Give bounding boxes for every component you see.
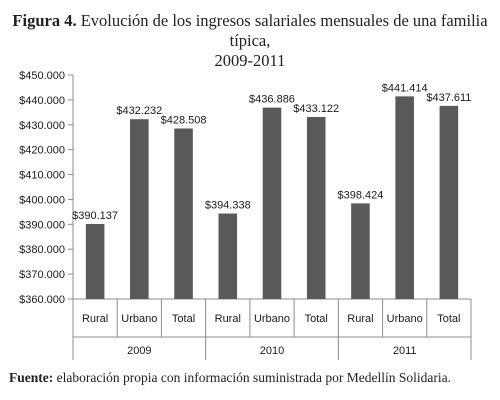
y-tick-label: $430.000 [19, 120, 65, 132]
bar [395, 96, 414, 299]
y-tick-label: $370.000 [19, 269, 65, 281]
data-label: $436.886 [249, 94, 295, 106]
category-label: Rural [215, 313, 241, 325]
y-tick-label: $440.000 [19, 95, 65, 107]
data-label: $390.137 [72, 210, 118, 222]
figure-title-line1: Evolución de los ingresos salariales men… [80, 11, 488, 50]
bar [306, 117, 326, 299]
data-label: $398.424 [337, 189, 383, 201]
bar-chart: $360.000 $370.000 $380.000 $390.000 $400.000… [19, 70, 472, 360]
category-label: Rural [82, 313, 108, 325]
y-tick-label: $360.000 [19, 294, 65, 306]
data-label: $441.414 [382, 82, 428, 94]
year-label: 2011 [393, 345, 417, 357]
y-tick-label: $380.000 [19, 244, 65, 256]
figure-title: Figura 4. Evolución de los ingresos sala… [0, 11, 500, 71]
bar [85, 223, 105, 299]
category-label: Total [172, 313, 195, 325]
y-tick-label: $390.000 [19, 219, 65, 231]
data-label: $437.611 [426, 92, 471, 104]
data-label: $394.338 [205, 200, 251, 212]
bar [351, 203, 370, 299]
category-label: Rural [347, 313, 373, 325]
bar [174, 128, 193, 299]
category-label: Urbano [121, 313, 157, 325]
source-text: elaboración propia con información sumin… [56, 370, 452, 385]
data-label: $428.508 [161, 114, 207, 126]
year-label: 2009 [127, 345, 151, 357]
bar [262, 107, 282, 300]
y-tick-label: $400.000 [19, 194, 65, 206]
source-label: Fuente: [9, 370, 54, 385]
figure-label: Figura 4. [12, 11, 77, 30]
y-tick-label: $420.000 [19, 145, 65, 157]
data-label: $432.232 [116, 105, 162, 117]
source-note: Fuente: elaboración propia con informaci… [9, 370, 451, 386]
category-label: Total [305, 313, 328, 325]
category-label: Total [437, 313, 460, 325]
figure-title-line2: 2009-2011 [214, 51, 286, 70]
year-label: 2010 [260, 345, 284, 357]
bar [130, 119, 149, 299]
category-label: Urbano [387, 313, 423, 325]
bar [439, 105, 459, 299]
y-tick-label: $410.000 [19, 170, 65, 182]
category-label: Urbano [254, 313, 290, 325]
y-tick-label: $450.000 [19, 70, 65, 82]
data-label: $433.122 [293, 103, 339, 115]
bar [218, 213, 238, 299]
